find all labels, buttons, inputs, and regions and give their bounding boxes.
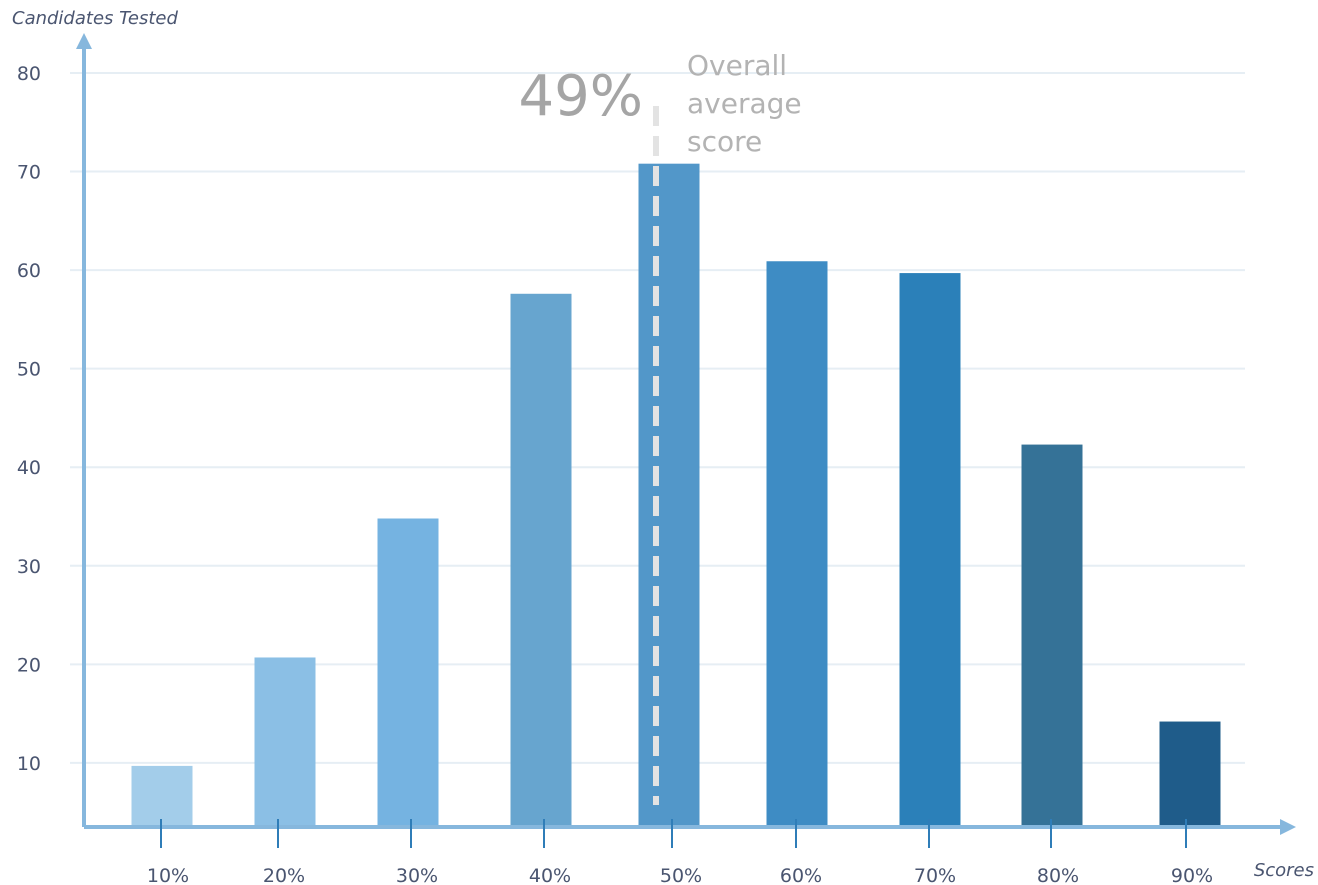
bar — [1159, 721, 1221, 827]
average-score-label-line-2: average — [687, 87, 802, 120]
y-tick-label: 40 — [17, 457, 41, 479]
y-tick-labels: 10 20 30 40 50 60 70 80 — [17, 63, 41, 775]
x-axis-arrow — [1280, 819, 1296, 835]
x-tick-label: 10% — [147, 865, 189, 885]
y-tick-label: 80 — [17, 63, 41, 85]
x-tick-label: 80% — [1037, 865, 1079, 885]
average-score-label-line-1: Overall — [687, 49, 787, 82]
average-score-value: 49% — [519, 64, 643, 129]
bar — [254, 657, 316, 827]
bar — [899, 273, 961, 827]
x-tick-label: 90% — [1171, 865, 1213, 885]
x-tick-labels: 10% 20% 30% 40% 50% 60% 70% 80% 90% — [147, 865, 1213, 885]
y-tick-label: 30 — [17, 556, 41, 578]
y-tick-label: 60 — [17, 260, 41, 282]
x-tick-label: 20% — [263, 865, 305, 885]
y-tick-label: 20 — [17, 654, 41, 676]
y-axis-arrow — [76, 33, 92, 49]
bar — [766, 261, 828, 827]
y-tick-label: 10 — [17, 753, 41, 775]
axes — [76, 33, 1296, 835]
bars — [131, 163, 1221, 828]
bar — [377, 518, 439, 827]
x-tick-label: 30% — [396, 865, 438, 885]
y-tick-label: 70 — [17, 162, 41, 184]
bar — [638, 163, 700, 827]
x-tick-label: 60% — [780, 865, 822, 885]
x-tick-label: 40% — [529, 865, 571, 885]
bar — [510, 293, 572, 828]
bar — [131, 765, 193, 827]
x-tick-label: 70% — [914, 865, 956, 885]
y-axis-title: Candidates Tested — [12, 8, 178, 29]
x-tick-marks — [160, 819, 1187, 848]
bar — [1021, 444, 1083, 827]
x-axis-title: Scores — [1254, 860, 1314, 881]
y-tick-label: 50 — [17, 359, 41, 381]
average-score-label-line-3: score — [687, 125, 762, 158]
x-tick-label: 50% — [660, 865, 702, 885]
